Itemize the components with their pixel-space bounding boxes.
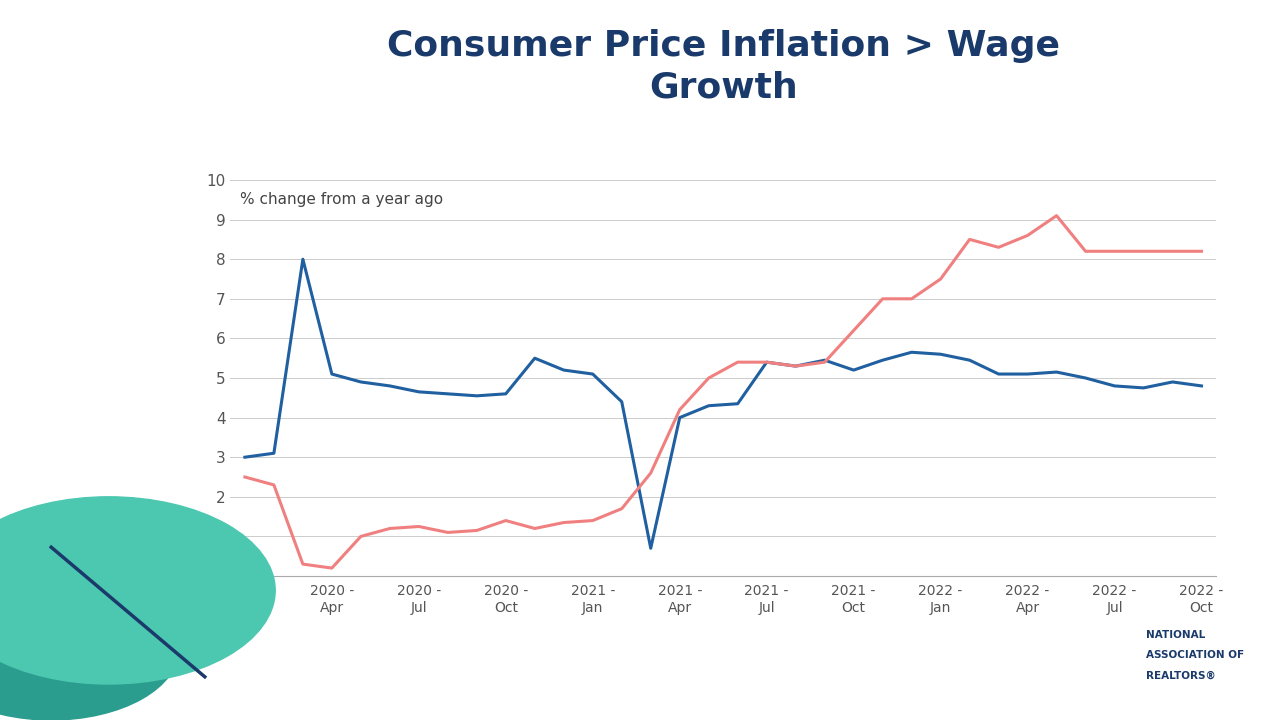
Text: REALTORS®: REALTORS® [1146, 670, 1215, 680]
Bar [1092, 626, 1119, 659]
Bar [1057, 626, 1084, 684]
Text: ASSOCIATION OF: ASSOCIATION OF [1146, 650, 1244, 660]
Text: % change from a year ago: % change from a year ago [241, 192, 443, 207]
Text: Consumer Price Inflation > Wage
Growth: Consumer Price Inflation > Wage Growth [387, 29, 1060, 105]
Text: 3: 3 [28, 672, 41, 691]
Bar [1092, 666, 1119, 684]
Text: NATIONAL: NATIONAL [1146, 630, 1204, 640]
